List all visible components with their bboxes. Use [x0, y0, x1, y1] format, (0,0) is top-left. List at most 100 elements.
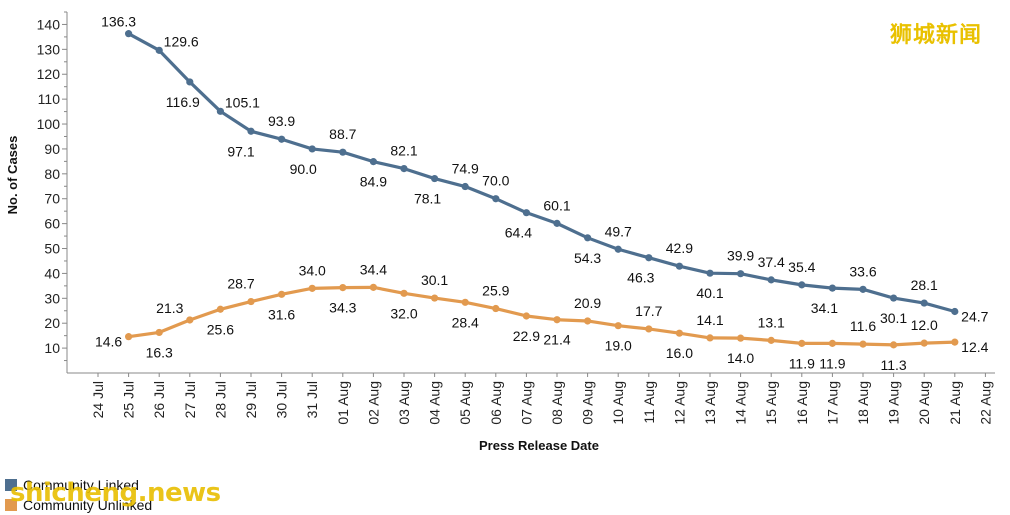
data-point[interactable]: [645, 325, 653, 333]
data-point[interactable]: [553, 219, 561, 227]
data-label: 30.1: [880, 310, 907, 326]
data-label: 64.4: [505, 225, 532, 241]
data-point[interactable]: [798, 281, 806, 289]
data-point[interactable]: [247, 297, 255, 306]
data-point[interactable]: [400, 164, 408, 173]
data-point[interactable]: [155, 46, 163, 54]
data-point[interactable]: [216, 305, 224, 313]
x-tick-label: 04 Aug: [427, 381, 443, 425]
data-label: 136.3: [101, 14, 136, 30]
chart-axes: [62, 11, 995, 377]
data-point[interactable]: [522, 209, 531, 217]
data-label: 31.6: [268, 306, 295, 322]
data-point[interactable]: [828, 339, 837, 347]
watermark-site-text: shicheng.news: [10, 478, 221, 508]
data-point[interactable]: [706, 269, 714, 277]
x-tick-labels: 24 Jul 25 Jul 26 Jul 27 Jul 28 Jul 29 Jul 30 J…: [90, 381, 993, 425]
data-point[interactable]: [645, 254, 653, 262]
data-point[interactable]: [584, 234, 592, 242]
data-point[interactable]: [798, 339, 806, 347]
data-label: 105.1: [225, 94, 260, 110]
x-tick-label: 21 Aug: [947, 381, 963, 425]
data-label: 34.4: [360, 261, 387, 277]
legend-item-community-linked[interactable]: Community Linked: [5, 475, 152, 495]
data-labels: 136.3 129.6 116.9 105.1 97.1 93.9 90.0 88.7 84.9…: [95, 14, 989, 373]
data-point[interactable]: [431, 174, 439, 183]
data-label: 11.9: [819, 355, 845, 371]
data-point[interactable]: [125, 333, 133, 341]
x-tick-label: 27 Jul: [182, 381, 198, 418]
data-point[interactable]: [125, 30, 133, 38]
data-label: 28.1: [911, 277, 938, 293]
data-point[interactable]: [890, 341, 898, 349]
x-tick-label: 02 Aug: [365, 381, 381, 425]
data-point[interactable]: [553, 316, 561, 324]
data-point[interactable]: [308, 145, 316, 153]
series-line-1: [128, 285, 955, 347]
data-point[interactable]: [584, 317, 592, 325]
data-point[interactable]: [951, 338, 959, 346]
data-point[interactable]: [828, 284, 837, 292]
data-point[interactable]: [951, 307, 959, 316]
y-tick-labels: 10 20 30 40 50 60 70 80 90 100 110 120 130 140: [37, 16, 61, 356]
data-label: 11.3: [880, 357, 906, 373]
data-label: 39.9: [727, 248, 754, 264]
x-tick-label: 09 Aug: [580, 381, 596, 425]
data-label: 14.0: [727, 350, 754, 366]
data-point[interactable]: [400, 289, 408, 297]
x-tick-label: 20 Aug: [916, 381, 932, 425]
data-point[interactable]: [431, 294, 439, 302]
x-tick-label: 29 Jul: [243, 381, 259, 418]
data-point[interactable]: [767, 336, 775, 344]
data-label: 21.3: [156, 300, 183, 316]
data-point[interactable]: [522, 312, 531, 320]
data-point[interactable]: [675, 262, 684, 270]
data-label: 28.4: [452, 314, 479, 330]
data-point[interactable]: [920, 339, 928, 347]
watermark-logo-text: 狮城新闻: [890, 23, 983, 48]
y-tick-label: 10: [44, 340, 60, 356]
data-label: 49.7: [605, 223, 632, 239]
data-label: 17.7: [635, 303, 662, 319]
x-tick-label: 30 Jul: [274, 381, 290, 418]
data-point[interactable]: [890, 294, 898, 302]
data-point[interactable]: [675, 329, 684, 337]
data-point[interactable]: [339, 284, 347, 292]
data-point[interactable]: [461, 298, 469, 306]
data-point[interactable]: [859, 340, 867, 348]
data-point[interactable]: [767, 276, 775, 284]
data-point[interactable]: [920, 299, 928, 307]
data-label: 35.4: [788, 259, 815, 275]
data-point[interactable]: [339, 148, 347, 156]
data-point[interactable]: [737, 270, 745, 278]
series-points: [125, 30, 959, 349]
data-label: 25.6: [207, 321, 234, 337]
data-point[interactable]: [614, 322, 622, 330]
data-label: 13.1: [758, 314, 785, 330]
data-point[interactable]: [308, 284, 316, 292]
data-label: 40.1: [696, 285, 723, 301]
data-label: 12.4: [961, 339, 988, 355]
data-point[interactable]: [247, 127, 255, 135]
data-point[interactable]: [216, 107, 224, 115]
data-point[interactable]: [278, 135, 286, 143]
x-tick-label: 06 Aug: [488, 381, 504, 425]
data-point[interactable]: [278, 290, 286, 298]
x-tick-label: 26 Jul: [151, 381, 167, 418]
data-point[interactable]: [186, 78, 194, 86]
data-point[interactable]: [186, 316, 194, 324]
data-point[interactable]: [155, 328, 163, 337]
data-point[interactable]: [859, 285, 867, 293]
data-point[interactable]: [492, 304, 500, 313]
legend-item-community-unlinked[interactable]: Community Unlinked: [5, 495, 152, 515]
data-point[interactable]: [369, 283, 377, 291]
data-point[interactable]: [614, 245, 622, 253]
x-tick-label: 16 Aug: [794, 381, 810, 425]
data-point[interactable]: [737, 334, 745, 342]
data-label: 88.7: [329, 126, 356, 142]
data-point[interactable]: [369, 158, 377, 166]
data-point[interactable]: [492, 195, 500, 203]
x-tick-label: 19 Aug: [886, 381, 902, 425]
data-point[interactable]: [706, 334, 714, 342]
data-point[interactable]: [461, 182, 469, 191]
